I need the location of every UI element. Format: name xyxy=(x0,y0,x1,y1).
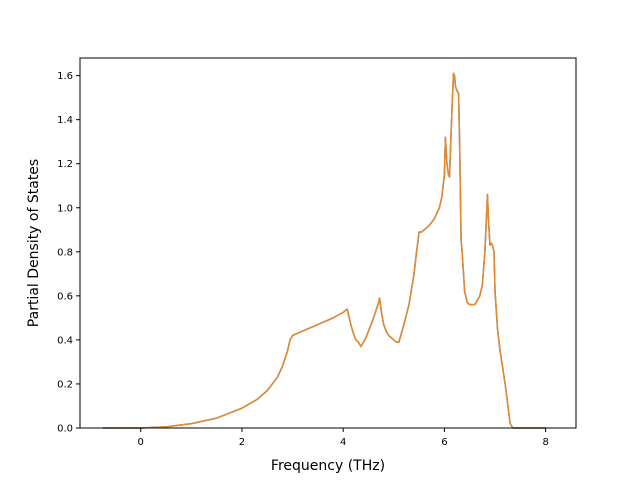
y-tick-label-7: 1.4 xyxy=(57,115,73,126)
y-tick-label-1: 0.2 xyxy=(57,379,73,390)
x-tick-label-2: 4 xyxy=(340,437,346,448)
y-tick-label-5: 1.0 xyxy=(57,203,73,214)
x-axis: 0 2 4 6 8 xyxy=(138,428,549,448)
y-axis: 0.0 0.2 0.4 0.6 0.8 1.0 1.2 1.4 1.6 xyxy=(57,71,80,435)
y-tick-label-3: 0.6 xyxy=(57,291,73,302)
x-axis-label: Frequency (THz) xyxy=(271,458,385,474)
y-tick-label-4: 0.8 xyxy=(57,247,73,258)
y-tick-label-8: 1.6 xyxy=(57,71,73,82)
y-tick-label-6: 1.2 xyxy=(57,159,73,170)
series-layer xyxy=(102,72,546,429)
plot-area-frame xyxy=(79,57,577,429)
y-tick-label-0: 0.0 xyxy=(57,424,73,435)
x-tick-label-4: 8 xyxy=(542,437,548,448)
series-line-1 xyxy=(102,72,546,429)
x-tick-label-1: 2 xyxy=(239,437,245,448)
y-tick-label-2: 0.4 xyxy=(57,335,73,346)
series-line-0 xyxy=(102,72,546,429)
x-tick-label-0: 0 xyxy=(138,437,144,448)
x-tick-label-3: 6 xyxy=(441,437,447,448)
y-axis-label: Partial Density of States xyxy=(26,159,42,327)
